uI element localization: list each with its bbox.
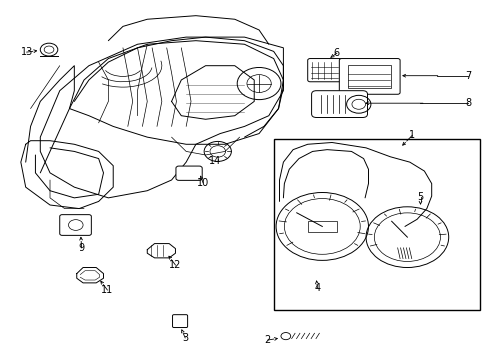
FancyBboxPatch shape bbox=[172, 315, 187, 328]
FancyBboxPatch shape bbox=[311, 91, 367, 117]
Bar bbox=[273, 139, 479, 310]
Text: 11: 11 bbox=[101, 285, 113, 295]
Text: 9: 9 bbox=[79, 243, 84, 253]
Text: 5: 5 bbox=[417, 192, 423, 202]
Text: 8: 8 bbox=[464, 98, 470, 108]
Text: 7: 7 bbox=[464, 71, 470, 81]
Text: 1: 1 bbox=[408, 130, 414, 140]
Bar bbox=[347, 65, 390, 88]
Text: 14: 14 bbox=[209, 157, 221, 166]
Text: 2: 2 bbox=[264, 335, 270, 345]
Text: 10: 10 bbox=[197, 178, 209, 188]
Text: 4: 4 bbox=[314, 283, 320, 293]
Text: 12: 12 bbox=[169, 260, 181, 270]
FancyBboxPatch shape bbox=[339, 59, 399, 94]
Text: 13: 13 bbox=[20, 47, 33, 57]
FancyBboxPatch shape bbox=[307, 59, 341, 82]
Text: 3: 3 bbox=[182, 333, 188, 343]
FancyBboxPatch shape bbox=[176, 166, 202, 180]
Text: 6: 6 bbox=[333, 48, 339, 58]
Bar bbox=[307, 221, 336, 232]
FancyBboxPatch shape bbox=[60, 215, 91, 235]
